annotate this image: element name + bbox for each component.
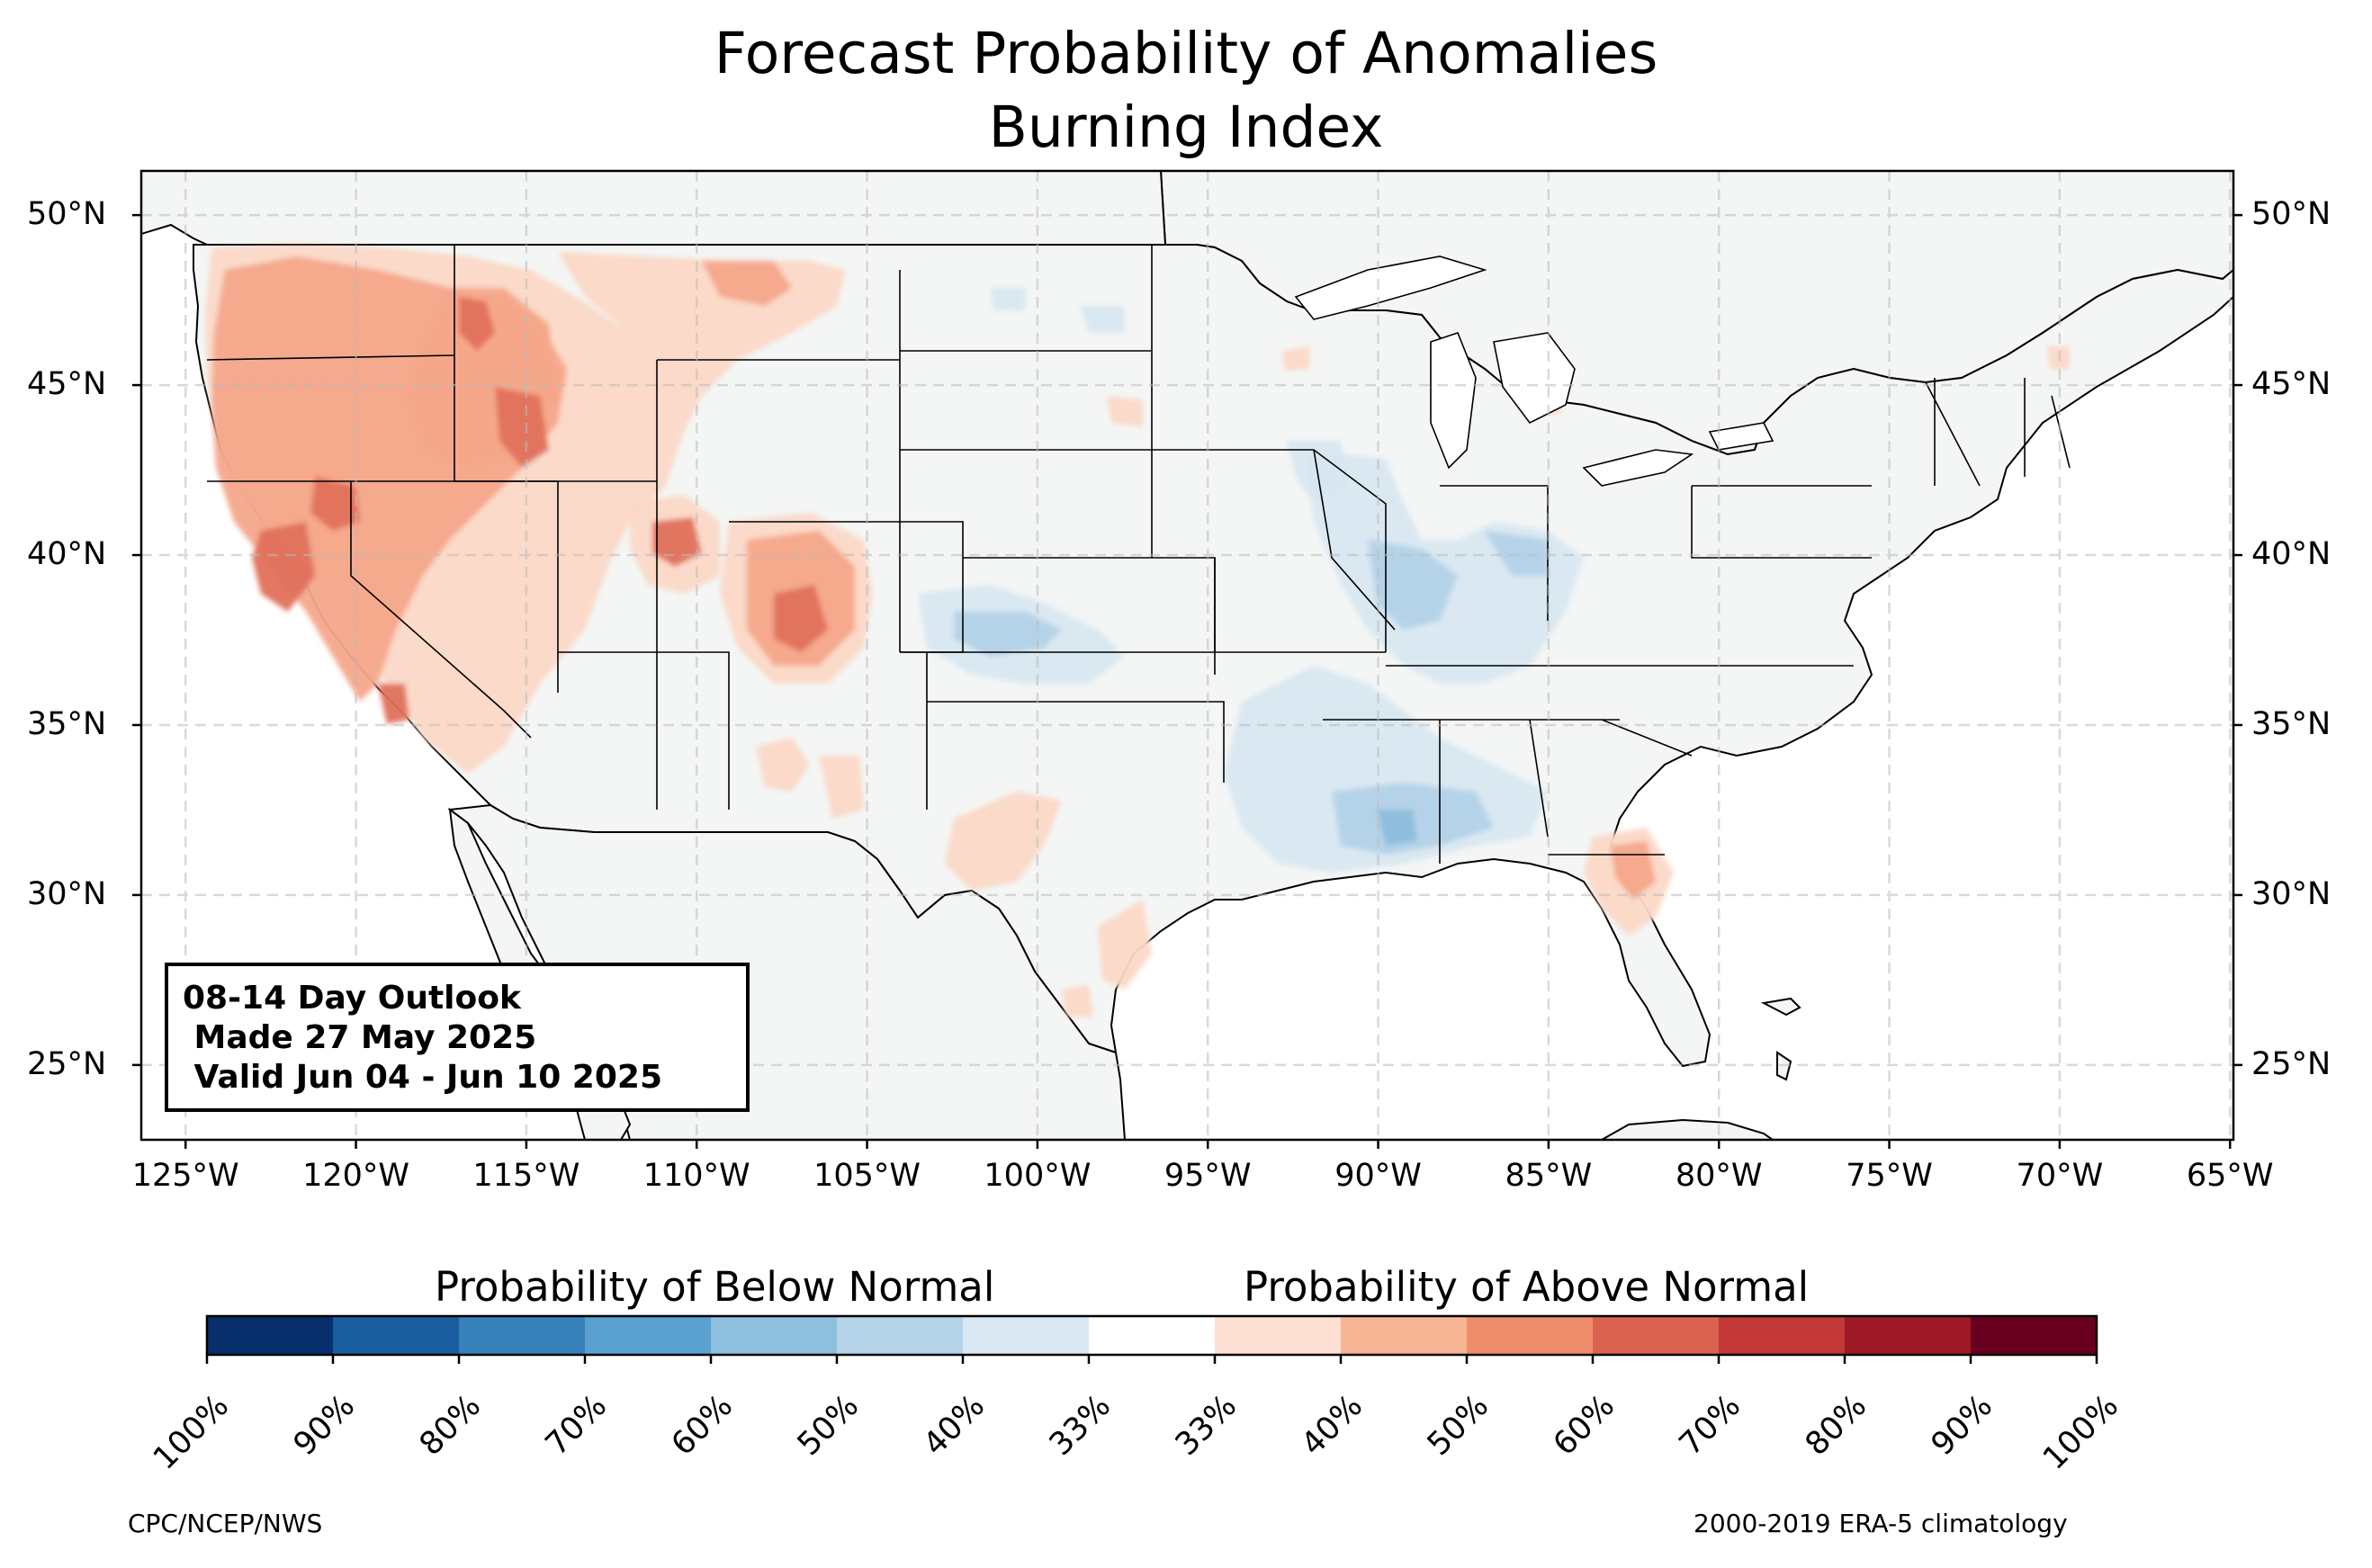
colorbar-segment bbox=[1845, 1316, 1972, 1355]
below-normal-area bbox=[1287, 441, 1350, 504]
latitude-label-left: 35°N bbox=[27, 705, 107, 742]
below-normal-area bbox=[1377, 810, 1417, 846]
latitude-label-right: 25°N bbox=[2251, 1045, 2332, 1082]
latitude-label-right: 30°N bbox=[2251, 875, 2332, 912]
colorbar bbox=[205, 1314, 2098, 1364]
longitude-label: 70°W bbox=[2016, 1158, 2104, 1194]
above-normal-area bbox=[702, 261, 792, 306]
colorbar-segment bbox=[1971, 1316, 2098, 1355]
latitude-label-left: 40°N bbox=[27, 536, 107, 573]
colorbar-segment bbox=[1341, 1316, 1468, 1355]
latitude-label-left: 50°N bbox=[27, 196, 107, 233]
colorbar-segment bbox=[711, 1316, 838, 1355]
map-title: Forecast Probability of Anomalies bbox=[714, 21, 1658, 86]
latitude-label-right: 45°N bbox=[2251, 366, 2332, 403]
above-normal-area bbox=[819, 756, 864, 819]
footer-source: CPC/NCEP/NWS bbox=[128, 1509, 323, 1538]
colorbar-segment bbox=[207, 1316, 334, 1355]
longitude-label: 95°W bbox=[1164, 1158, 1252, 1194]
colorbar-segment bbox=[1467, 1316, 1594, 1355]
colorbar-below-label: Probability of Below Normal bbox=[435, 1263, 995, 1311]
map-frame bbox=[139, 169, 2235, 1142]
above-normal-area bbox=[2047, 346, 2070, 369]
footer-climatology: 2000-2019 ERA-5 climatology bbox=[1694, 1509, 2068, 1538]
great-lakes bbox=[1294, 255, 1775, 487]
below-normal-area bbox=[954, 612, 1062, 657]
longitude-label: 65°W bbox=[2186, 1158, 2274, 1194]
longitude-label: 110°W bbox=[642, 1158, 750, 1194]
longitude-label: 90°W bbox=[1334, 1158, 1422, 1194]
latitude-label-left: 45°N bbox=[27, 366, 107, 403]
colorbar-segment bbox=[963, 1316, 1090, 1355]
longitude-label: 85°W bbox=[1505, 1158, 1593, 1194]
longitude-label: 105°W bbox=[813, 1158, 921, 1194]
above-normal-area bbox=[945, 792, 1062, 891]
latitude-label-right: 35°N bbox=[2251, 705, 2332, 742]
colorbar-segment bbox=[837, 1316, 964, 1355]
colorbar-segment bbox=[1089, 1316, 1216, 1355]
outlook-made-date: Made 27 May 2025 bbox=[183, 1019, 537, 1056]
colorbar-above-label: Probability of Above Normal bbox=[1244, 1263, 1810, 1311]
longitude-label: 125°W bbox=[131, 1158, 239, 1194]
latitude-label-right: 40°N bbox=[2251, 536, 2332, 573]
colorbar-segment bbox=[459, 1316, 586, 1355]
colorbar-segment bbox=[585, 1316, 712, 1355]
above-normal-area bbox=[1282, 346, 1309, 371]
outlook-info-box: 08-14 Day Outlook Made 27 May 2025 Valid… bbox=[165, 963, 750, 1112]
above-normal-area bbox=[1107, 396, 1143, 427]
longitude-label: 80°W bbox=[1675, 1158, 1763, 1194]
above-normal-area bbox=[774, 585, 828, 652]
axis-ticks bbox=[132, 213, 2242, 1149]
longitude-label: 120°W bbox=[302, 1158, 410, 1194]
above-normal-area bbox=[310, 477, 360, 531]
above-normal-area bbox=[756, 738, 810, 792]
political-boundaries bbox=[193, 244, 2071, 864]
map-subtitle: Burning Index bbox=[988, 94, 1384, 160]
below-normal-area bbox=[1080, 306, 1125, 333]
latitude-label-left: 25°N bbox=[27, 1045, 107, 1082]
longitude-label: 100°W bbox=[984, 1158, 1092, 1194]
canada-west-landmass bbox=[141, 171, 1167, 246]
cuba-landmass bbox=[1599, 1118, 1775, 1140]
below-normal-area bbox=[990, 288, 1026, 310]
above-normal-area bbox=[495, 387, 549, 468]
anomaly-shading bbox=[205, 243, 2070, 1017]
below-normal-area bbox=[1368, 540, 1458, 630]
below-normal-area bbox=[1485, 531, 1548, 576]
outlook-valid-dates: Valid Jun 04 - Jun 10 2025 bbox=[183, 1059, 663, 1096]
bahamas-island bbox=[1760, 997, 1801, 1017]
latitude-label-right: 50°N bbox=[2251, 196, 2332, 233]
colorbar-segment bbox=[1215, 1316, 1342, 1355]
longitude-label: 115°W bbox=[472, 1158, 580, 1194]
latitude-label-left: 30°N bbox=[27, 875, 107, 912]
above-normal-area bbox=[378, 684, 409, 724]
above-normal-area bbox=[1611, 841, 1656, 900]
above-normal-area bbox=[1098, 900, 1152, 990]
colorbar-segment bbox=[1593, 1316, 1720, 1355]
above-normal-area bbox=[1062, 985, 1093, 1017]
above-normal-area bbox=[252, 522, 315, 612]
colorbar-frame bbox=[205, 1314, 2098, 1357]
outlook-period: 08-14 Day Outlook bbox=[183, 980, 521, 1017]
above-normal-area bbox=[459, 297, 495, 351]
colorbar-segment bbox=[333, 1316, 460, 1355]
longitude-label: 75°W bbox=[1846, 1158, 1933, 1194]
colorbar-segment bbox=[1719, 1316, 1846, 1355]
